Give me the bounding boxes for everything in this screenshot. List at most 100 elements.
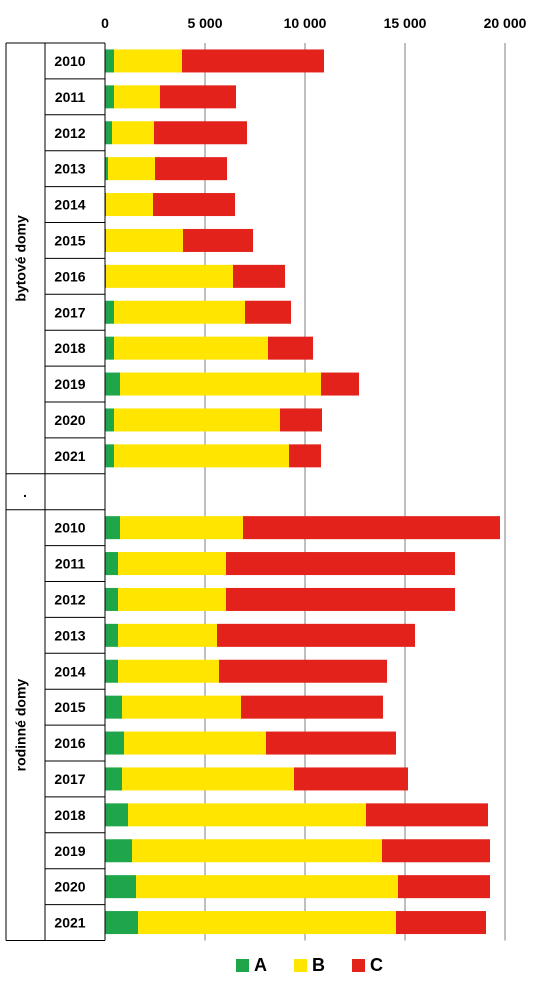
category-label: 2015 [54, 232, 85, 248]
bar-segment-a [105, 85, 114, 109]
category-label: 2020 [54, 412, 85, 428]
bar-segment-c [268, 336, 313, 360]
bar-segment-a [105, 659, 118, 683]
bar-segment-c [382, 839, 490, 863]
bar-segment-b [124, 731, 266, 755]
bar-segment-b [108, 157, 155, 181]
gridlines [204, 43, 506, 941]
bar-segment-a [105, 911, 138, 935]
bar-segment-b [114, 408, 280, 432]
bar-segment-b [118, 552, 226, 576]
bar-segment-b [120, 372, 321, 396]
bar-segment-c [294, 767, 408, 791]
bar-segment-a [105, 767, 122, 791]
bar-segment-b [120, 516, 243, 540]
bar-segment-c [183, 228, 253, 252]
bar-segment-a [105, 408, 114, 432]
bars [105, 49, 500, 935]
bar-segment-c [217, 623, 415, 647]
group-label: . [23, 484, 27, 500]
bar-segment-b [112, 121, 154, 145]
bar-segment-a [105, 623, 118, 647]
category-label: 2013 [54, 627, 85, 643]
bar-segment-a [105, 875, 136, 899]
bar-segment-b [118, 659, 219, 683]
bar-segment-b [118, 623, 217, 647]
bar-segment-a [105, 731, 124, 755]
bar-segment-c [241, 695, 383, 719]
legend-label: A [254, 955, 267, 975]
category-label: 2013 [54, 161, 85, 177]
bar-segment-a [105, 300, 114, 324]
category-label: 2016 [54, 268, 85, 284]
bar-segment-c [226, 587, 455, 611]
bar-segment-a [105, 803, 128, 827]
x-tick-label: 15 000 [384, 15, 427, 31]
category-label: 2012 [54, 591, 85, 607]
category-label: 2012 [54, 125, 85, 141]
category-label: 2011 [55, 556, 86, 572]
bar-segment-a [105, 444, 114, 468]
legend-swatch-c [352, 959, 365, 972]
bar-segment-b [106, 264, 233, 288]
group-label: rodinné domy [13, 679, 29, 772]
legend-swatch-b [294, 959, 307, 972]
category-label: 2017 [54, 304, 85, 320]
category-label: 2011 [55, 89, 86, 105]
category-label: 2010 [54, 53, 85, 69]
category-label: 2019 [54, 843, 85, 859]
bar-segment-a [105, 121, 112, 145]
bar-segment-b [106, 193, 153, 217]
axes [5, 42, 106, 941]
bar-segment-a [105, 336, 114, 360]
bar-segment-b [132, 839, 382, 863]
bar-segment-c [233, 264, 285, 288]
bar-segment-b [114, 300, 245, 324]
category-label: 2020 [54, 879, 85, 895]
category-label: 2021 [54, 448, 85, 464]
bar-segment-b [122, 695, 241, 719]
bar-segment-b [114, 49, 182, 73]
labels: 0 5 000 10 000 15 000 20 000 2010 2011 2012 2013… [13, 15, 527, 931]
bar-segment-a [105, 516, 120, 540]
bar-segment-b [114, 85, 160, 109]
x-tick-label: 20 000 [484, 15, 527, 31]
bar-segment-c [226, 552, 455, 576]
legend-swatch-a [236, 959, 249, 972]
bar-segment-c [153, 193, 235, 217]
bar-segment-c [154, 121, 247, 145]
bar-segment-b [106, 228, 183, 252]
category-label: 2018 [54, 807, 85, 823]
bar-segment-c [280, 408, 322, 432]
legend-label: C [370, 955, 383, 975]
bar-segment-a [105, 372, 120, 396]
bar-segment-c [182, 49, 324, 73]
category-label: 2021 [54, 915, 85, 931]
bar-segment-c [219, 659, 387, 683]
category-label: 2018 [54, 340, 85, 356]
bar-segment-c [396, 911, 486, 935]
legend-label: B [312, 955, 325, 975]
category-label: 2010 [54, 520, 85, 536]
bar-segment-b [114, 336, 268, 360]
bar-segment-c [155, 157, 227, 181]
bar-segment-c [266, 731, 396, 755]
x-tick-label: 10 000 [284, 15, 327, 31]
bar-segment-b [114, 444, 289, 468]
group-label: bytové domy [13, 215, 29, 302]
bar-segment-b [138, 911, 396, 935]
category-label: 2017 [54, 771, 85, 787]
legend: A B C [236, 955, 383, 975]
bar-segment-c [366, 803, 488, 827]
bar-segment-b [136, 875, 398, 899]
bar-segment-b [122, 767, 294, 791]
category-label: 2015 [54, 699, 85, 715]
bar-segment-a [105, 839, 132, 863]
x-tick-label: 5 000 [187, 15, 222, 31]
category-label: 2019 [54, 376, 85, 392]
bar-segment-c [321, 372, 359, 396]
category-label: 2016 [54, 735, 85, 751]
category-label: 2014 [54, 663, 85, 679]
bar-segment-a [105, 695, 122, 719]
